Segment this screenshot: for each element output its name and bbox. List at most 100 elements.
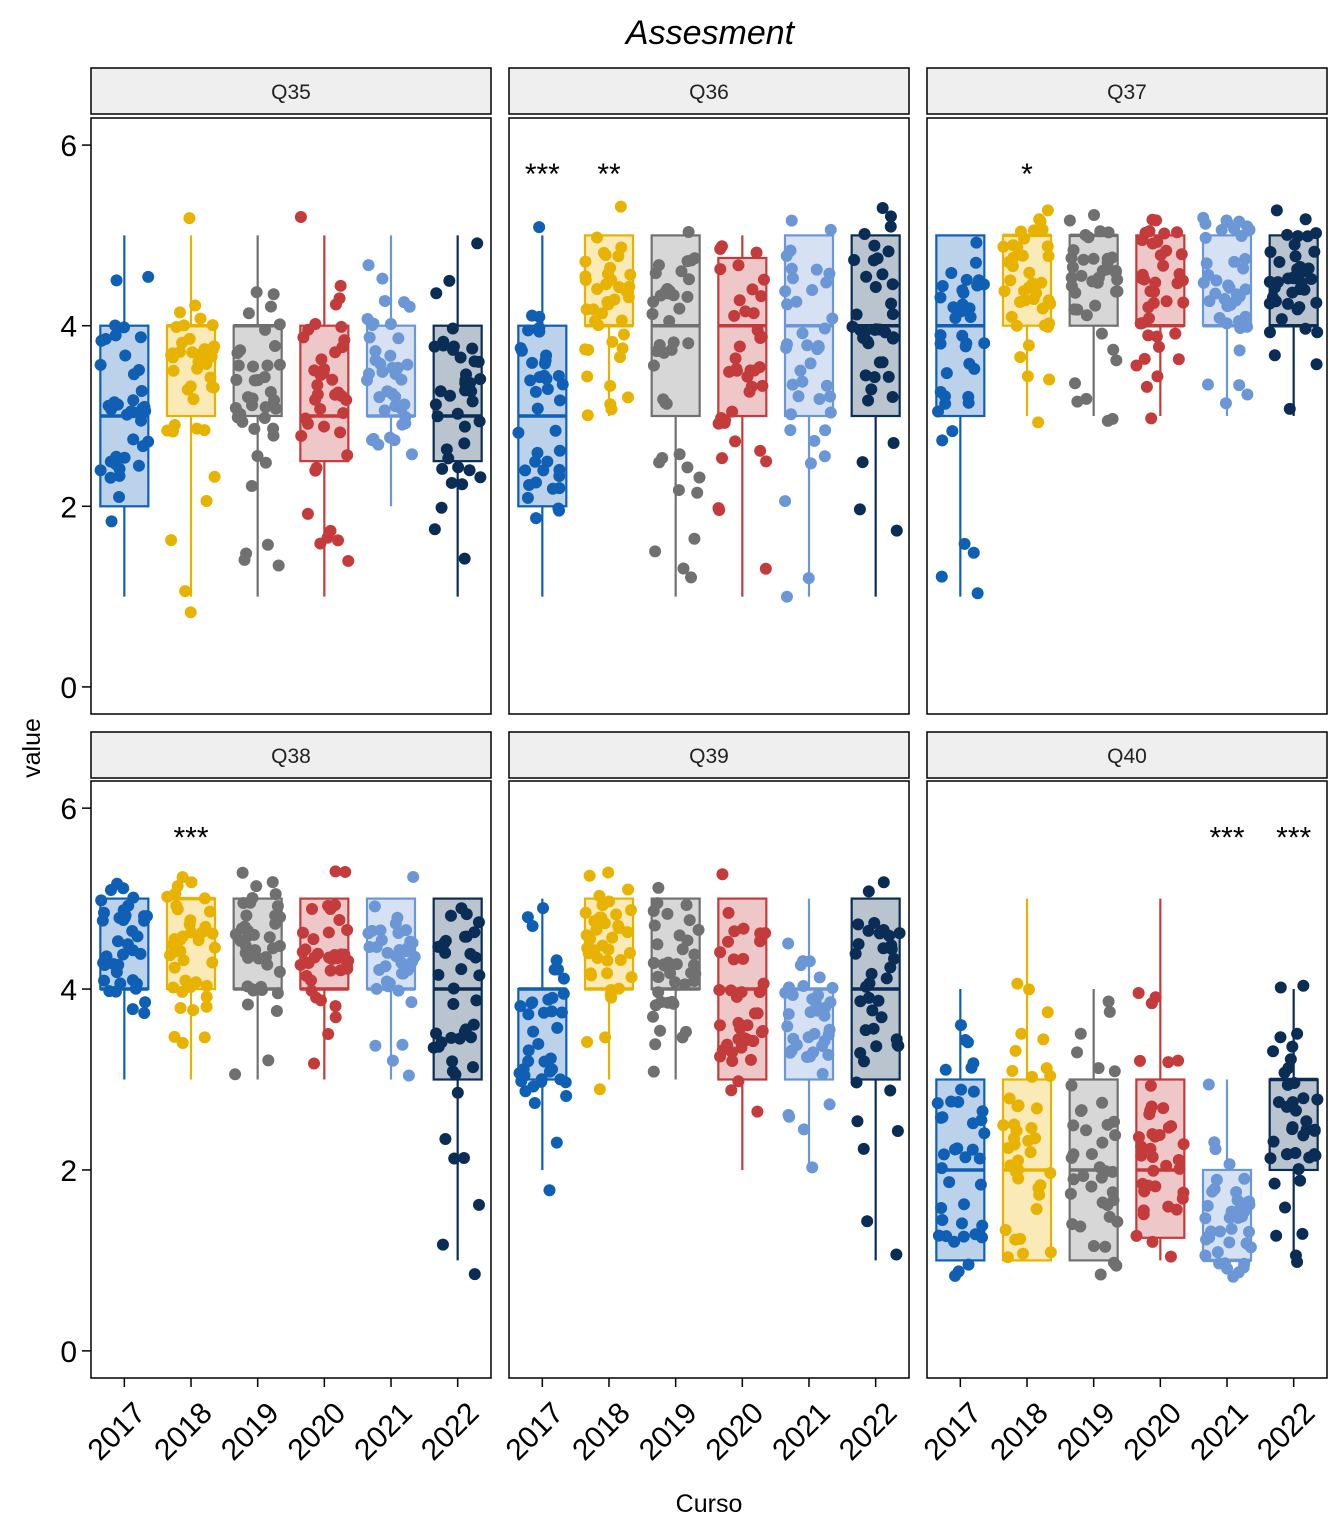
data-point [1030, 1102, 1043, 1115]
data-point [388, 434, 401, 447]
data-point [242, 307, 255, 320]
data-point [340, 393, 353, 406]
data-point [934, 329, 947, 342]
data-point [198, 1031, 211, 1044]
panel-border [90, 780, 492, 1379]
data-point [780, 249, 793, 262]
data-point [753, 986, 766, 999]
data-point [305, 984, 318, 997]
data-point [439, 1132, 452, 1145]
data-point [1096, 264, 1109, 277]
data-point [266, 876, 279, 889]
data-point [872, 994, 885, 1007]
data-point [1082, 231, 1095, 244]
data-point [436, 462, 449, 475]
data-point [1106, 1165, 1119, 1178]
data-point [1206, 1185, 1219, 1198]
data-point [1241, 320, 1254, 333]
data-point [1134, 317, 1147, 330]
data-point [1042, 250, 1055, 263]
data-point [1016, 249, 1029, 262]
data-point [550, 1136, 563, 1149]
data-point [447, 998, 460, 1011]
data-point [1014, 295, 1027, 308]
data-point [1299, 213, 1312, 226]
data-point [200, 979, 213, 992]
data-point [1291, 1027, 1304, 1040]
data-point [790, 295, 803, 308]
data-point [1108, 1065, 1121, 1078]
data-point [1151, 370, 1164, 383]
data-point [999, 1224, 1012, 1237]
data-point [1296, 1227, 1309, 1240]
data-point [1201, 378, 1214, 391]
data-point [856, 456, 869, 469]
data-point [853, 503, 866, 516]
data-point [716, 868, 729, 881]
data-point [612, 922, 625, 935]
data-point [100, 950, 113, 963]
data-point [1063, 214, 1076, 227]
data-point [954, 305, 967, 318]
data-point [514, 1000, 527, 1013]
data-point [1145, 412, 1158, 425]
data-point [620, 285, 633, 298]
data-point [624, 904, 637, 917]
data-point [1033, 1188, 1046, 1201]
data-point [893, 927, 906, 940]
data-point [296, 945, 309, 958]
data-point [801, 339, 814, 352]
data-point [1009, 1044, 1022, 1057]
data-point [1275, 313, 1288, 326]
data-point [960, 273, 973, 286]
data-point [663, 314, 676, 327]
data-point [1005, 310, 1018, 323]
data-point [681, 255, 694, 268]
data-point [311, 379, 324, 392]
data-point [1282, 1062, 1295, 1075]
data-point [557, 987, 570, 1000]
data-point [617, 328, 630, 341]
data-point [647, 957, 660, 970]
data-point [683, 914, 696, 927]
data-point [675, 265, 688, 278]
data-point [1044, 1246, 1057, 1259]
data-point [887, 331, 900, 344]
data-point [229, 928, 242, 941]
data-point [378, 294, 391, 307]
data-point [543, 1184, 556, 1197]
data-point [1280, 1100, 1293, 1113]
data-point [334, 964, 347, 977]
data-point [458, 420, 471, 433]
data-point [722, 906, 735, 919]
data-point [446, 1065, 459, 1078]
data-point [1172, 1054, 1185, 1067]
data-point [719, 414, 732, 427]
data-point [945, 1095, 958, 1108]
data-point [272, 559, 285, 572]
data-point [713, 1019, 726, 1032]
data-point [389, 400, 402, 413]
data-point [1080, 1124, 1093, 1137]
data-point [1232, 1211, 1245, 1224]
data-point [1162, 1056, 1175, 1069]
data-point [712, 502, 725, 515]
data-point [958, 1198, 971, 1211]
data-point [1133, 1054, 1146, 1067]
data-point [1288, 238, 1301, 251]
data-point [173, 306, 186, 319]
y-tick-label: 4 [60, 974, 77, 1007]
data-point [682, 273, 695, 286]
data-point [1065, 1079, 1078, 1092]
data-point [551, 1021, 564, 1034]
data-point [1215, 224, 1228, 237]
data-point [314, 402, 327, 415]
data-point [733, 340, 746, 353]
data-point [258, 411, 271, 424]
data-point [447, 340, 460, 353]
data-point [259, 323, 272, 336]
data-point [555, 1006, 568, 1019]
data-point [136, 440, 149, 453]
data-point [105, 515, 118, 528]
data-point [966, 1143, 979, 1156]
